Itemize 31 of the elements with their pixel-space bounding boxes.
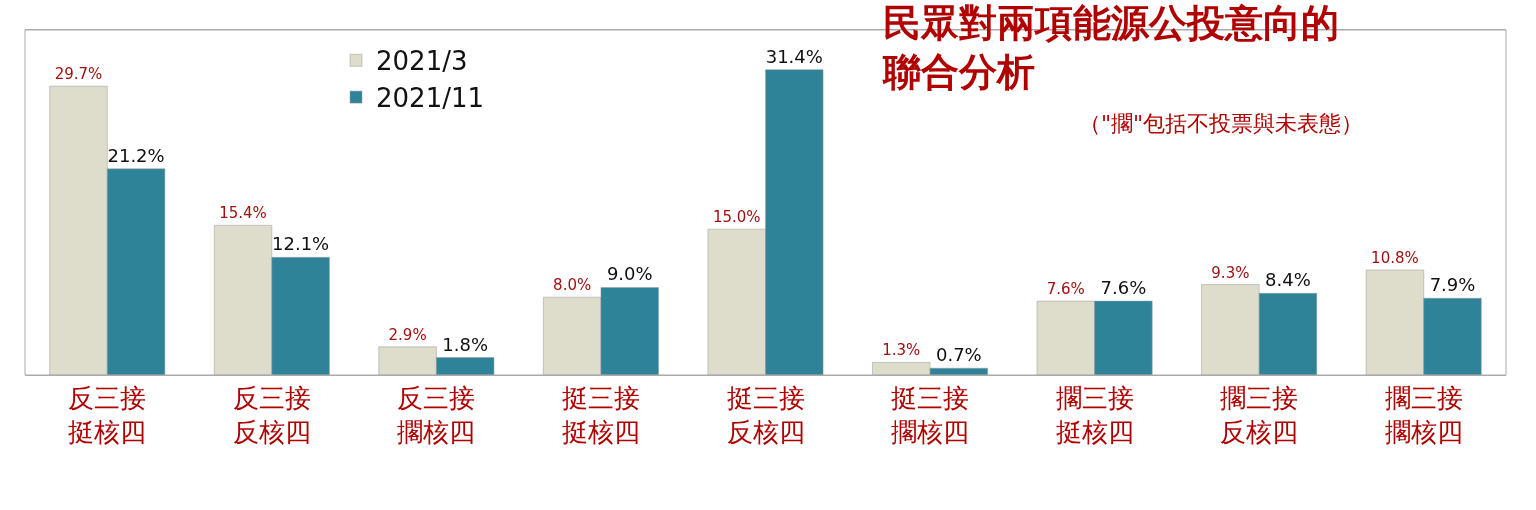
data-label: 0.7% [935,344,982,366]
data-label: 15.0% [712,208,761,227]
x-tick-label: 挺三接挺核四 [561,383,640,447]
data-label: 2.9% [388,325,427,344]
x-tick-label: 擱三接反核四 [1220,383,1299,447]
data-label: 15.4% [219,204,267,223]
data-label: 7.6% [1046,280,1085,299]
x-tick-label: 挺三接擱核四 [891,383,970,447]
data-label: 7.6% [1100,277,1147,299]
data-label: 21.2% [107,144,165,166]
data-label: 12.1% [272,233,330,255]
data-label: 1.3% [882,341,921,360]
x-tick-label: 擱三接擱核四 [1384,383,1463,447]
data-label: 10.8% [1371,248,1419,267]
data-label: 8.4% [1265,269,1311,291]
data-label: 9.0% [606,263,653,285]
x-tick-label: 反三接擱核四 [397,383,476,447]
data-label: 1.8% [442,333,489,355]
data-label: 7.9% [1429,274,1476,296]
chart-title: 民眾對兩項能源公投意向的聯合分析 [882,0,1340,95]
data-label: 8.0% [553,276,592,295]
x-tick-label: 反三接反核四 [232,383,311,447]
legend-label: 2021/11 [376,83,485,114]
data-label: 29.7% [54,65,103,84]
x-tick-label: 擱三接挺核四 [1055,383,1134,447]
x-tick-label: 挺三接反核四 [726,383,805,447]
data-label: 9.3% [1211,263,1250,282]
data-label: 31.4% [765,45,823,67]
text: （"擱"包括不投票與未表態） [1079,111,1364,136]
x-tick-label: 反三接挺核四 [68,383,147,447]
legend-label: 2021/3 [376,46,468,77]
